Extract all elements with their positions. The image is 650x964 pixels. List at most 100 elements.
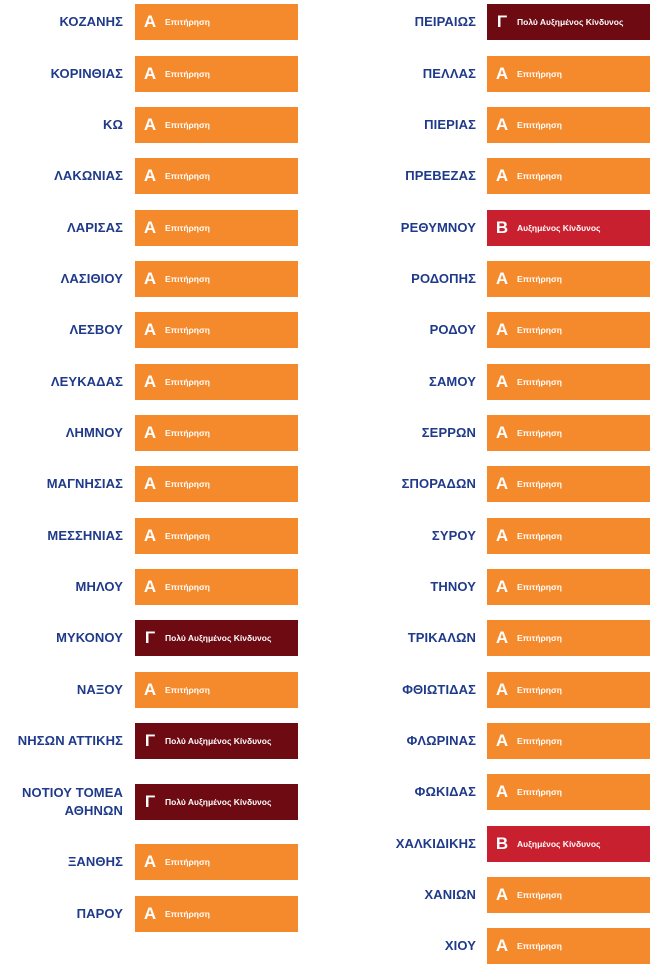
region-name: ΤΗΝΟΥ (346, 569, 476, 605)
risk-level-letter: Α (143, 852, 157, 871)
region-name-line: ΑΘΗΝΩΝ (64, 803, 123, 818)
region-name: ΠΕΙΡΑΙΩΣ (346, 4, 476, 40)
risk-level-label: Επιτήρηση (165, 120, 210, 130)
region-name-line: ΜΗΛΟΥ (75, 579, 123, 594)
risk-level-label: Πολύ Αυξημένος Κίνδυνος (165, 736, 272, 746)
risk-level-label: Επιτήρηση (165, 274, 210, 284)
region-name: ΞΑΝΘΗΣ (0, 844, 123, 880)
region-name: ΤΡΙΚΑΛΩΝ (346, 620, 476, 656)
region-name-line: ΣΕΡΡΩΝ (421, 425, 476, 440)
risk-level-badge: Γ Πολύ Αυξημένος Κίνδυνος (135, 784, 298, 820)
risk-level-badge: Α Επιτήρηση (135, 364, 298, 400)
region-name-line: ΧΑΛΚΙΔΙΚΗΣ (395, 836, 476, 851)
risk-level-letter: Α (495, 64, 509, 83)
risk-level-badge: Β Αυξημένος Κίνδυνος (487, 210, 650, 246)
risk-level-letter: Α (495, 115, 509, 134)
region-name: ΧΙΟΥ (346, 928, 476, 964)
risk-level-letter: Γ (144, 628, 156, 647)
region-name: ΛΗΜΝΟΥ (0, 415, 123, 451)
risk-level-label: Επιτήρηση (517, 69, 562, 79)
risk-level-label: Επιτήρηση (165, 377, 210, 387)
region-name-line: ΠΕΙΡΑΙΩΣ (414, 14, 476, 29)
region-name: ΡΟΔΟΠΗΣ (346, 261, 476, 297)
risk-level-label: Επιτήρηση (165, 69, 210, 79)
risk-level-letter: Β (495, 218, 509, 237)
region-name: ΛΕΥΚΑΔΑΣ (0, 364, 123, 400)
risk-level-letter: Α (495, 320, 509, 339)
risk-level-badge: Α Επιτήρηση (487, 774, 650, 810)
region-name: ΣΑΜΟΥ (346, 364, 476, 400)
risk-level-letter: Α (143, 115, 157, 134)
region-name-line: ΛΑΣΙΘΙΟΥ (60, 271, 123, 286)
region-name-line: ΦΛΩΡΙΝΑΣ (406, 733, 476, 748)
risk-level-label: Αυξημένος Κίνδυνος (517, 223, 601, 233)
region-name-line: ΡΟΔΟΠΗΣ (411, 271, 476, 286)
region-name: ΝΑΞΟΥ (0, 672, 123, 708)
risk-level-label: Επιτήρηση (517, 479, 562, 489)
risk-level-letter: Α (143, 423, 157, 442)
region-name: ΜΥΚΟΝΟΥ (0, 620, 123, 656)
risk-level-badge: Γ Πολύ Αυξημένος Κίνδυνος (135, 620, 298, 656)
region-name-line: ΦΘΙΩΤΙΔΑΣ (402, 682, 476, 697)
risk-level-badge: Α Επιτήρηση (487, 107, 650, 143)
risk-level-label: Επιτήρηση (517, 274, 562, 284)
risk-level-letter: Α (143, 218, 157, 237)
risk-level-letter: Α (495, 166, 509, 185)
risk-level-badge: Β Αυξημένος Κίνδυνος (487, 826, 650, 862)
region-name: ΧΑΛΚΙΔΙΚΗΣ (346, 826, 476, 862)
risk-level-badge: Α Επιτήρηση (487, 158, 650, 194)
region-name: ΛΑΡΙΣΑΣ (0, 210, 123, 246)
region-name: ΡΕΘΥΜΝΟΥ (346, 210, 476, 246)
risk-level-badge: Α Επιτήρηση (487, 723, 650, 759)
risk-level-label: Πολύ Αυξημένος Κίνδυνος (165, 633, 272, 643)
region-name-line: ΤΡΙΚΑΛΩΝ (407, 630, 476, 645)
risk-level-letter: Α (143, 904, 157, 923)
risk-level-label: Αυξημένος Κίνδυνος (517, 839, 601, 849)
region-name-line: ΜΑΓΝΗΣΙΑΣ (46, 476, 123, 491)
risk-level-label: Επιτήρηση (165, 223, 210, 233)
risk-level-label: Επιτήρηση (165, 857, 210, 867)
region-name: ΠΙΕΡΙΑΣ (346, 107, 476, 143)
risk-level-letter: Α (495, 577, 509, 596)
region-name-line: ΣΑΜΟΥ (429, 374, 476, 389)
region-name-line: ΛΑΚΩΝΙΑΣ (54, 168, 123, 183)
risk-level-label: Επιτήρηση (165, 325, 210, 335)
region-name: ΠΑΡΟΥ (0, 896, 123, 932)
risk-level-badge: Α Επιτήρηση (487, 415, 650, 451)
region-name: ΜΕΣΣΗΝΙΑΣ (0, 518, 123, 554)
risk-level-label: Επιτήρηση (517, 120, 562, 130)
region-name-line: ΜΥΚΟΝΟΥ (56, 630, 123, 645)
risk-level-letter: Α (495, 731, 509, 750)
risk-level-letter: Α (143, 166, 157, 185)
risk-level-letter: Γ (144, 792, 156, 811)
risk-level-letter: Α (143, 64, 157, 83)
risk-level-letter: Α (495, 680, 509, 699)
region-name: ΛΕΣΒΟΥ (0, 312, 123, 348)
risk-level-label: Επιτήρηση (165, 531, 210, 541)
risk-level-label: Πολύ Αυξημένος Κίνδυνος (517, 17, 624, 27)
risk-level-letter: Β (495, 834, 509, 853)
risk-level-label: Επιτήρηση (165, 479, 210, 489)
region-name: ΚΩ (0, 107, 123, 143)
risk-level-badge: Α Επιτήρηση (135, 896, 298, 932)
risk-level-badge: Α Επιτήρηση (135, 415, 298, 451)
risk-level-badge: Α Επιτήρηση (135, 312, 298, 348)
risk-level-letter: Α (143, 372, 157, 391)
region-name-line: ΣΠΟΡΑΔΩΝ (401, 476, 476, 491)
region-name-line: ΠΡΕΒΕΖΑΣ (405, 168, 476, 183)
region-name: ΛΑΚΩΝΙΑΣ (0, 158, 123, 194)
region-name-line: ΞΑΝΘΗΣ (67, 854, 123, 869)
region-name: ΠΡΕΒΕΖΑΣ (346, 158, 476, 194)
region-name: ΣΕΡΡΩΝ (346, 415, 476, 451)
risk-level-label: Επιτήρηση (517, 890, 562, 900)
risk-level-badge: Α Επιτήρηση (487, 466, 650, 502)
risk-level-letter: Α (495, 885, 509, 904)
region-name: ΦΩΚΙΔΑΣ (346, 774, 476, 810)
risk-level-letter: Α (143, 526, 157, 545)
risk-level-badge: Γ Πολύ Αυξημένος Κίνδυνος (487, 4, 650, 40)
region-name-line: ΠΙΕΡΙΑΣ (424, 117, 476, 132)
risk-level-letter: Γ (496, 12, 508, 31)
region-name-line: ΠΕΛΛΑΣ (422, 66, 476, 81)
risk-level-badge: Α Επιτήρηση (135, 672, 298, 708)
risk-level-label: Επιτήρηση (517, 633, 562, 643)
